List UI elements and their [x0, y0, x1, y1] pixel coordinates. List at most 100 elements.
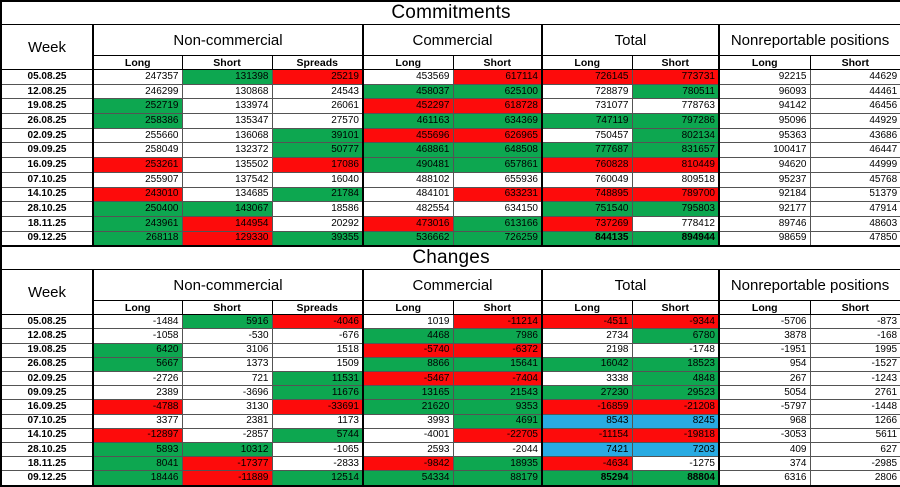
value-cell[interactable]: -4046 [271, 314, 364, 330]
value-cell[interactable]: -11889 [181, 470, 273, 487]
value-cell[interactable]: 20292 [271, 215, 364, 232]
value-cell[interactable]: 778412 [631, 215, 720, 232]
value-cell[interactable]: 39101 [271, 127, 364, 144]
value-cell[interactable]: 143067 [181, 201, 273, 217]
value-cell[interactable]: -2857 [181, 427, 273, 443]
week-cell[interactable]: 05.08.25 [0, 314, 94, 330]
value-cell[interactable]: 618728 [452, 98, 543, 115]
value-cell[interactable]: 17086 [271, 157, 364, 173]
value-cell[interactable]: 47850 [809, 230, 900, 248]
value-cell[interactable]: 737269 [541, 215, 633, 232]
value-cell[interactable]: 728879 [541, 83, 633, 100]
value-cell[interactable]: -11214 [452, 314, 543, 330]
value-cell[interactable]: 18446 [92, 470, 183, 487]
value-cell[interactable]: 11531 [271, 370, 364, 387]
value-cell[interactable]: 95237 [718, 171, 811, 188]
week-cell[interactable]: 16.09.25 [0, 157, 94, 173]
value-cell[interactable]: 18523 [631, 356, 720, 373]
value-cell[interactable]: 5893 [92, 441, 183, 458]
value-cell[interactable]: 536662 [362, 230, 454, 248]
value-cell[interactable]: 24543 [271, 83, 364, 100]
value-cell[interactable]: 5611 [809, 427, 900, 443]
value-cell[interactable]: 258049 [92, 142, 183, 159]
value-cell[interactable]: 954 [718, 356, 811, 373]
value-cell[interactable]: 1019 [362, 314, 454, 330]
value-cell[interactable]: 98659 [718, 230, 811, 248]
value-cell[interactable]: 488102 [362, 171, 454, 188]
value-cell[interactable]: 617114 [452, 69, 543, 85]
value-cell[interactable]: 96093 [718, 83, 811, 100]
value-cell[interactable]: 3377 [92, 413, 183, 429]
value-cell[interactable]: 3878 [718, 328, 811, 344]
value-cell[interactable]: -3696 [181, 385, 273, 401]
value-cell[interactable]: -2726 [92, 370, 183, 387]
value-cell[interactable]: 10312 [181, 441, 273, 458]
value-cell[interactable]: 39355 [271, 230, 364, 248]
value-cell[interactable]: 1173 [271, 413, 364, 429]
value-cell[interactable]: 11676 [271, 385, 364, 401]
week-cell[interactable]: 19.08.25 [0, 98, 94, 115]
value-cell[interactable]: 51379 [809, 186, 900, 203]
value-cell[interactable]: 1266 [809, 413, 900, 429]
value-cell[interactable]: 21543 [452, 385, 543, 401]
value-cell[interactable]: 135502 [181, 157, 273, 173]
value-cell[interactable]: 809518 [631, 171, 720, 188]
week-cell[interactable]: 19.08.25 [0, 342, 94, 358]
week-cell[interactable]: 14.10.25 [0, 427, 94, 443]
value-cell[interactable]: 2381 [181, 413, 273, 429]
value-cell[interactable]: -19818 [631, 427, 720, 443]
value-cell[interactable]: 452297 [362, 98, 454, 115]
value-cell[interactable]: -5706 [718, 314, 811, 330]
value-cell[interactable]: 16042 [541, 356, 633, 373]
week-cell[interactable]: 09.12.25 [0, 470, 94, 487]
week-cell[interactable]: 26.08.25 [0, 356, 94, 373]
value-cell[interactable]: 136068 [181, 127, 273, 144]
value-cell[interactable]: 3130 [181, 399, 273, 415]
value-cell[interactable]: 255907 [92, 171, 183, 188]
value-cell[interactable]: 2806 [809, 470, 900, 487]
week-cell[interactable]: 09.09.25 [0, 142, 94, 159]
value-cell[interactable]: -4511 [541, 314, 633, 330]
value-cell[interactable]: 802134 [631, 127, 720, 144]
value-cell[interactable]: 50777 [271, 142, 364, 159]
value-cell[interactable]: 795803 [631, 201, 720, 217]
value-cell[interactable]: 4691 [452, 413, 543, 429]
value-cell[interactable]: 613166 [452, 215, 543, 232]
value-cell[interactable]: 461163 [362, 113, 454, 129]
week-cell[interactable]: 12.08.25 [0, 83, 94, 100]
week-cell[interactable]: 05.08.25 [0, 69, 94, 85]
value-cell[interactable]: -11154 [541, 427, 633, 443]
value-cell[interactable]: -22705 [452, 427, 543, 443]
value-cell[interactable]: 409 [718, 441, 811, 458]
value-cell[interactable]: -1527 [809, 356, 900, 373]
value-cell[interactable]: 88804 [631, 470, 720, 487]
value-cell[interactable]: 2734 [541, 328, 633, 344]
value-cell[interactable]: 468861 [362, 142, 454, 159]
value-cell[interactable]: 26061 [271, 98, 364, 115]
value-cell[interactable]: 6420 [92, 342, 183, 358]
value-cell[interactable]: 44461 [809, 83, 900, 100]
value-cell[interactable]: -1484 [92, 314, 183, 330]
value-cell[interactable]: 5667 [92, 356, 183, 373]
value-cell[interactable]: 721 [181, 370, 273, 387]
value-cell[interactable]: 968 [718, 413, 811, 429]
value-cell[interactable]: 831657 [631, 142, 720, 159]
value-cell[interactable]: 89746 [718, 215, 811, 232]
value-cell[interactable]: 2198 [541, 342, 633, 358]
value-cell[interactable]: 634150 [452, 201, 543, 217]
value-cell[interactable]: 46447 [809, 142, 900, 159]
value-cell[interactable]: 27570 [271, 113, 364, 129]
value-cell[interactable]: 627 [809, 441, 900, 458]
value-cell[interactable]: 134685 [181, 186, 273, 203]
value-cell[interactable]: 1995 [809, 342, 900, 358]
value-cell[interactable]: 648508 [452, 142, 543, 159]
value-cell[interactable]: -1448 [809, 399, 900, 415]
value-cell[interactable]: 747119 [541, 113, 633, 129]
value-cell[interactable]: -676 [271, 328, 364, 344]
value-cell[interactable]: 85294 [541, 470, 633, 487]
value-cell[interactable]: 246299 [92, 83, 183, 100]
value-cell[interactable]: 3993 [362, 413, 454, 429]
value-cell[interactable]: 137542 [181, 171, 273, 188]
value-cell[interactable]: 2593 [362, 441, 454, 458]
value-cell[interactable]: 247357 [92, 69, 183, 85]
